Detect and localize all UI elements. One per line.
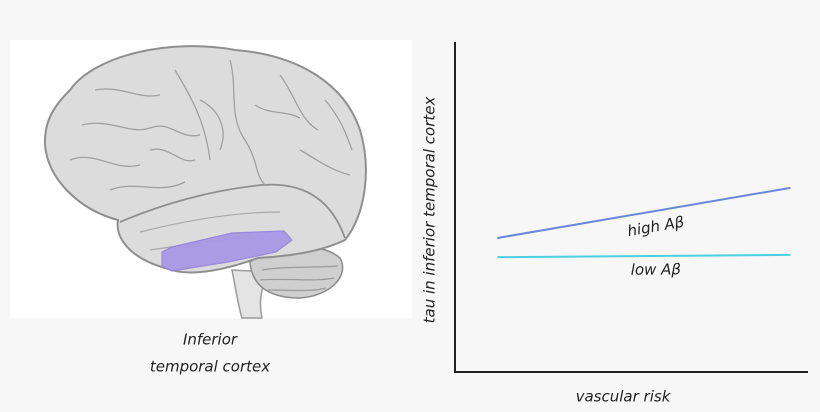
- series-label: low Aβ: [631, 260, 682, 278]
- line-series: [497, 253, 791, 259]
- series-label: high Aβ: [626, 213, 686, 240]
- caption: temporal cortex: [150, 358, 270, 376]
- y-axis-label: tau in inferior temporal cortex: [421, 97, 439, 324]
- brain-illustration: [43, 45, 367, 319]
- x-axis-label: vascular risk: [576, 388, 672, 406]
- caption: Inferior: [183, 331, 238, 349]
- line-series: [497, 186, 791, 240]
